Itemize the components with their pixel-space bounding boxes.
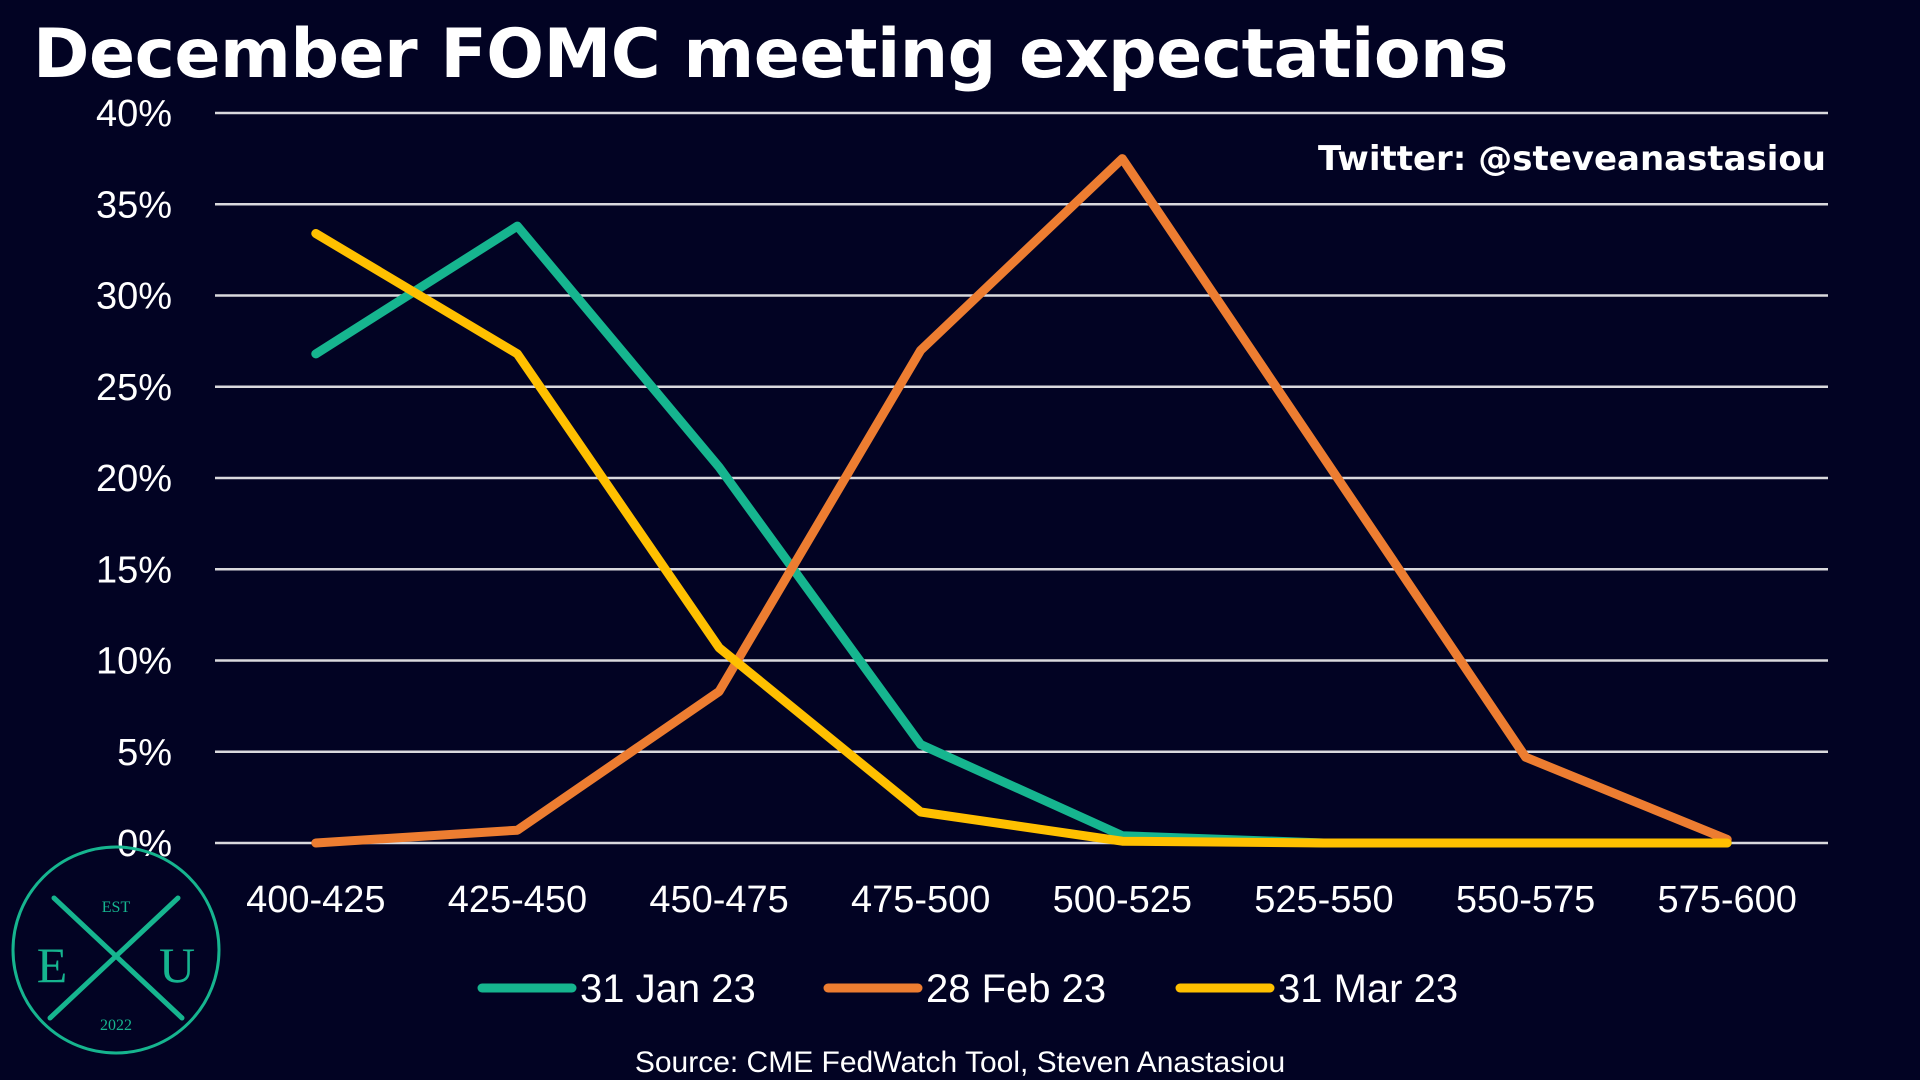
source-note: Source: CME FedWatch Tool, Steven Anasta… xyxy=(635,1046,1285,1079)
y-tick-label: 5% xyxy=(117,732,172,774)
y-tick-label: 10% xyxy=(96,641,172,683)
logo-cross-stroke-b xyxy=(51,895,185,1021)
logo-est-text: EST xyxy=(102,899,131,916)
x-tick-label: 425-450 xyxy=(448,879,587,921)
legend-label: 31 Jan 23 xyxy=(580,967,756,1011)
y-tick-label: 25% xyxy=(96,367,172,409)
x-axis-tick-labels: 400-425 425-450 450-475 475-500 500-525 525-5… xyxy=(246,879,1797,921)
twitter-handle-watermark: Twitter: @steveanastasiou xyxy=(1318,139,1826,179)
gridlines xyxy=(215,111,1828,845)
logo-cross-stroke-a xyxy=(47,895,181,1021)
x-tick-label: 400-425 xyxy=(246,879,385,921)
series-line xyxy=(311,154,1732,848)
chart-title: December FOMC meeting expectations xyxy=(33,15,1508,94)
x-tick-label: 550-575 xyxy=(1456,879,1595,921)
y-axis-tick-labels: 0%5%10%15%20%25%30%35%40% xyxy=(96,93,172,865)
x-tick-label: 575-600 xyxy=(1657,879,1796,921)
series-lines xyxy=(311,154,1732,848)
legend-label: 28 Feb 23 xyxy=(926,967,1106,1011)
series-line xyxy=(311,221,1732,848)
y-tick-label: 35% xyxy=(96,184,172,226)
logo-ring xyxy=(11,845,221,1055)
x-tick-label: 525-550 xyxy=(1254,879,1393,921)
legend: 31 Jan 23 28 Feb 23 31 Mar 23 xyxy=(477,967,1458,1011)
x-tick-label: 475-500 xyxy=(851,879,990,921)
y-tick-label: 30% xyxy=(96,276,172,318)
x-tick-label: 500-525 xyxy=(1053,879,1192,921)
legend-label: 31 Mar 23 xyxy=(1278,967,1458,1011)
logo-letter-e: E xyxy=(37,937,68,993)
x-tick-label: 450-475 xyxy=(649,879,788,921)
exu-logo: EST E U 2022 xyxy=(11,845,221,1055)
y-tick-label: 15% xyxy=(96,549,172,591)
logo-year-text: 2022 xyxy=(100,1017,132,1034)
series-line xyxy=(311,229,1732,848)
logo-letter-u: U xyxy=(159,937,195,993)
y-tick-label: 40% xyxy=(96,93,172,135)
y-tick-label: 20% xyxy=(96,458,172,500)
